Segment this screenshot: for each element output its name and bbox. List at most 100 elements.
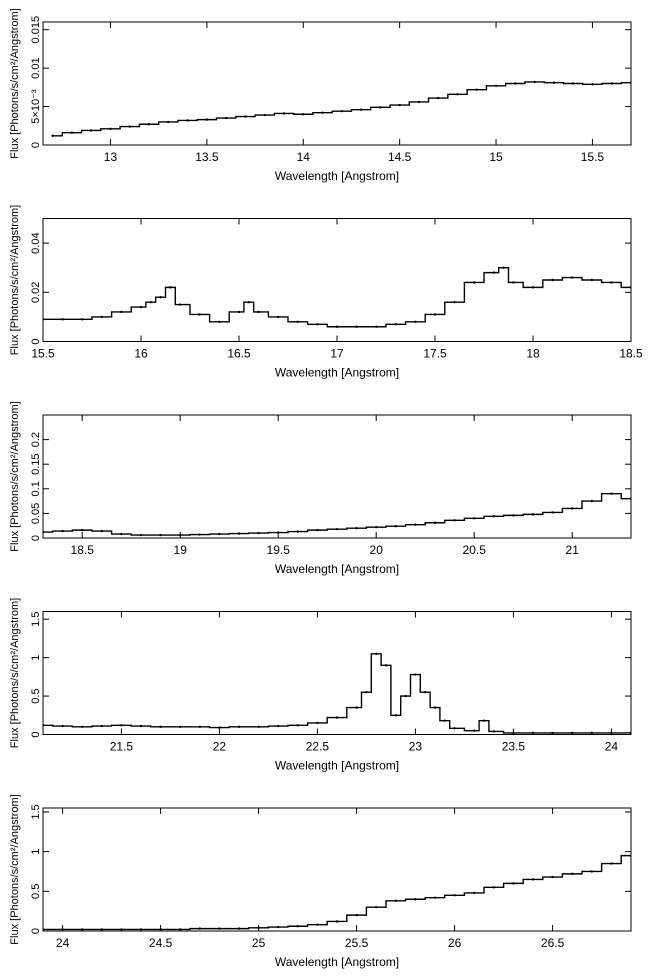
flux-data-point <box>398 103 401 107</box>
y-tick-label: 1 <box>30 655 42 661</box>
flux-data-point <box>147 123 151 126</box>
flux-data-point <box>179 533 182 537</box>
x-tick-label: 16 <box>134 347 148 361</box>
flux-data-point <box>186 119 189 122</box>
flux-data-point <box>552 81 556 84</box>
flux-data-point <box>492 730 495 733</box>
flux-data-point <box>590 870 593 873</box>
flux-data-point <box>512 731 515 735</box>
x-tick-label: 16.5 <box>227 347 251 361</box>
flux-data-point <box>629 731 631 735</box>
flux-data-point <box>43 318 45 321</box>
flux-data-point <box>531 513 535 516</box>
flux-data-point <box>610 731 613 735</box>
y-tick-label: 0.01 <box>30 57 42 78</box>
flux-data-point <box>139 305 143 309</box>
y-tick-label: 5×10⁻³ <box>30 89 42 124</box>
flux-data-point <box>571 731 574 735</box>
flux-data-point <box>394 323 397 326</box>
y-tick-label: 1.5 <box>30 612 42 627</box>
flux-data-point <box>43 530 45 534</box>
flux-data-point <box>218 320 221 324</box>
flux-data-point <box>335 716 339 719</box>
flux-data-point <box>277 724 280 728</box>
flux-data-point <box>375 905 378 909</box>
flux-data-point <box>198 927 201 930</box>
x-axis-label: Wavelength [Angstrom] <box>275 955 399 969</box>
flux-data-point <box>365 691 368 694</box>
x-tick-label: 26.5 <box>541 936 565 950</box>
x-tick-label: 21.5 <box>110 740 134 754</box>
flux-data-point <box>433 706 437 709</box>
flux-data-point <box>179 725 182 729</box>
flux-data-point <box>61 928 64 931</box>
flux-data-point <box>502 266 505 269</box>
flux-data-point <box>533 80 536 84</box>
flux-data-point <box>610 281 613 284</box>
flux-data-point <box>335 920 339 923</box>
flux-data-point <box>120 724 123 727</box>
flux-data-point <box>139 724 143 728</box>
y-axis-label: Flux [Photons/s/cm²/Angstrom] <box>9 794 21 944</box>
flux-data-point <box>414 320 417 324</box>
flux-data-point <box>302 113 305 116</box>
y-axis-label: Flux [Photons/s/cm²/Angstrom] <box>9 598 21 748</box>
flux-data-point <box>424 691 427 694</box>
flux-data-point <box>394 899 397 903</box>
flux-data-point <box>100 724 104 728</box>
flux-data-point <box>629 854 631 857</box>
y-tick-label: 0.5 <box>30 688 42 703</box>
flux-data-point <box>433 896 437 899</box>
flux-data-point <box>247 300 250 304</box>
x-tick-label: 24.5 <box>149 936 173 950</box>
x-tick-label: 21 <box>566 543 580 557</box>
flux-data-point <box>263 113 266 117</box>
flux-data-point <box>70 131 74 134</box>
y-tick-label: 0.2 <box>30 432 42 447</box>
flux-data-point <box>590 731 593 735</box>
flux-data-point <box>355 325 358 328</box>
y-tick-label: 1 <box>30 849 42 855</box>
x-axis-label: Wavelength [Angstrom] <box>275 562 399 576</box>
flux-data-point <box>277 531 280 534</box>
flux-series-line <box>43 493 631 536</box>
x-tick-label: 17 <box>330 347 344 361</box>
flux-data-point <box>482 719 486 722</box>
x-axis-label: Wavelength [Angstrom] <box>275 366 399 380</box>
flux-data-point <box>51 134 54 137</box>
flux-data-point <box>198 725 201 729</box>
x-tick-label: 15 <box>489 150 503 164</box>
flux-data-point <box>149 300 152 304</box>
flux-data-point <box>218 927 221 930</box>
x-tick-label: 25 <box>252 936 266 950</box>
flux-data-point <box>89 129 93 132</box>
flux-data-point <box>492 515 495 518</box>
plot-frame <box>42 414 632 539</box>
flux-data-point <box>179 928 182 931</box>
x-tick-label: 23 <box>409 740 423 754</box>
y-tick-label: 0 <box>30 338 42 344</box>
flux-data-point <box>492 886 495 889</box>
flux-data-point <box>414 673 417 676</box>
y-tick-label: 0.015 <box>30 16 42 44</box>
y-tick-label: 0 <box>30 928 42 934</box>
flux-data-point <box>109 127 112 131</box>
flux-data-point <box>551 875 554 879</box>
flux-data-point <box>100 928 104 931</box>
flux-data-point <box>282 112 286 115</box>
flux-data-point <box>100 315 104 319</box>
panel-1: 13 13.5 14 14.5 15 15.5 0 5×10⁻³ 0.01 0.015 Wavele… <box>9 8 632 183</box>
flux-data-point <box>473 729 476 732</box>
flux-data-point <box>512 281 515 284</box>
flux-data-point <box>514 82 517 85</box>
flux-data-point <box>610 82 613 85</box>
y-tick-label: 0.04 <box>30 232 42 253</box>
flux-data-point <box>394 714 397 717</box>
flux-data-point <box>257 926 260 930</box>
flux-data-point <box>375 525 378 529</box>
flux-series-line <box>43 267 631 328</box>
x-tick-label: 24 <box>605 740 619 754</box>
flux-data-point <box>379 106 382 109</box>
flux-data-point <box>335 325 339 328</box>
